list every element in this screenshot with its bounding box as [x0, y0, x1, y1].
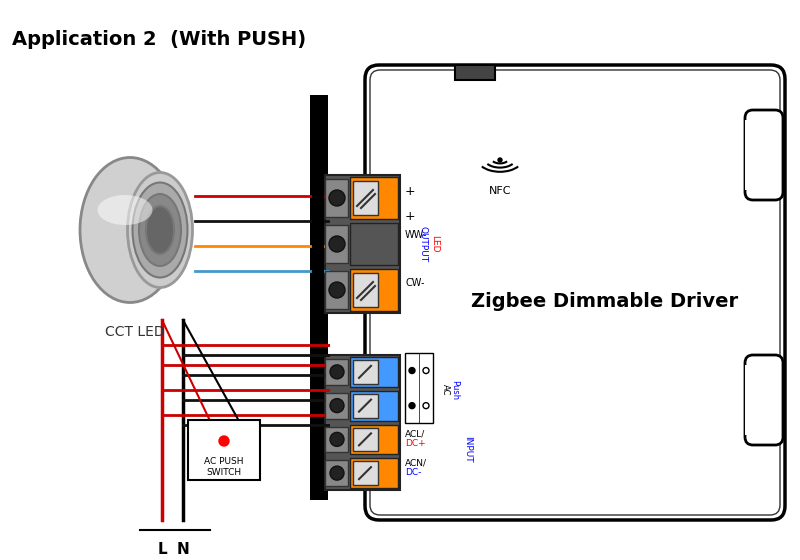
- Bar: [325, 427, 348, 452]
- Bar: [325, 225, 348, 263]
- Bar: [310, 95, 328, 500]
- Text: +: +: [405, 185, 416, 198]
- Bar: [310, 482, 325, 500]
- Bar: [350, 223, 398, 265]
- Bar: [312, 97, 326, 498]
- Text: CCT LED: CCT LED: [105, 325, 165, 339]
- Circle shape: [330, 432, 344, 446]
- Bar: [325, 175, 400, 313]
- Ellipse shape: [80, 157, 180, 302]
- Ellipse shape: [98, 195, 153, 225]
- Text: AC PUSH
SWITCH: AC PUSH SWITCH: [204, 457, 244, 477]
- Text: DC-: DC-: [405, 468, 422, 477]
- Bar: [325, 460, 348, 486]
- Bar: [745, 365, 765, 435]
- Bar: [188, 420, 260, 480]
- Text: OUTPUT: OUTPUT: [418, 226, 427, 262]
- FancyBboxPatch shape: [745, 355, 783, 445]
- Bar: [350, 458, 398, 488]
- Bar: [405, 353, 433, 423]
- Text: NFC: NFC: [489, 186, 511, 196]
- Circle shape: [219, 436, 229, 446]
- Text: Application 2  (With PUSH): Application 2 (With PUSH): [12, 30, 306, 49]
- Text: LED: LED: [430, 235, 439, 253]
- Text: Zigbee Dimmable Driver: Zigbee Dimmable Driver: [471, 292, 738, 311]
- Bar: [353, 360, 378, 384]
- Text: N: N: [177, 542, 190, 557]
- Bar: [745, 120, 765, 190]
- FancyBboxPatch shape: [745, 110, 783, 200]
- Ellipse shape: [146, 206, 174, 254]
- Bar: [325, 271, 348, 309]
- Circle shape: [330, 399, 344, 413]
- Circle shape: [330, 365, 344, 379]
- Text: WW-: WW-: [405, 230, 427, 240]
- Bar: [455, 65, 495, 80]
- Bar: [325, 393, 348, 418]
- Text: ACL/: ACL/: [405, 430, 426, 438]
- Bar: [325, 355, 400, 490]
- Circle shape: [329, 282, 345, 298]
- Text: ACN/: ACN/: [405, 459, 427, 468]
- Bar: [353, 461, 378, 485]
- Bar: [353, 181, 378, 215]
- Circle shape: [409, 367, 415, 374]
- Bar: [310, 482, 328, 500]
- Circle shape: [498, 158, 502, 162]
- Text: DC+: DC+: [405, 438, 426, 447]
- Bar: [325, 359, 348, 385]
- Text: INPUT: INPUT: [463, 436, 473, 463]
- Circle shape: [409, 403, 415, 409]
- Bar: [353, 394, 378, 418]
- Text: CW-: CW-: [405, 278, 425, 288]
- Ellipse shape: [127, 172, 193, 287]
- Circle shape: [329, 190, 345, 206]
- Circle shape: [423, 367, 429, 374]
- Circle shape: [329, 236, 345, 252]
- Text: AC: AC: [441, 384, 450, 396]
- Text: L: L: [157, 542, 167, 557]
- Bar: [325, 179, 348, 217]
- Text: Push: Push: [450, 380, 459, 400]
- Circle shape: [330, 466, 344, 480]
- Bar: [350, 177, 398, 219]
- Bar: [350, 424, 398, 454]
- Bar: [353, 273, 378, 307]
- FancyBboxPatch shape: [370, 70, 780, 515]
- FancyBboxPatch shape: [365, 65, 785, 520]
- Bar: [350, 357, 398, 387]
- Ellipse shape: [139, 194, 181, 266]
- Circle shape: [423, 403, 429, 409]
- Ellipse shape: [133, 183, 187, 278]
- Bar: [353, 427, 378, 451]
- Text: +: +: [405, 211, 416, 223]
- Bar: [350, 269, 398, 311]
- Bar: [350, 391, 398, 421]
